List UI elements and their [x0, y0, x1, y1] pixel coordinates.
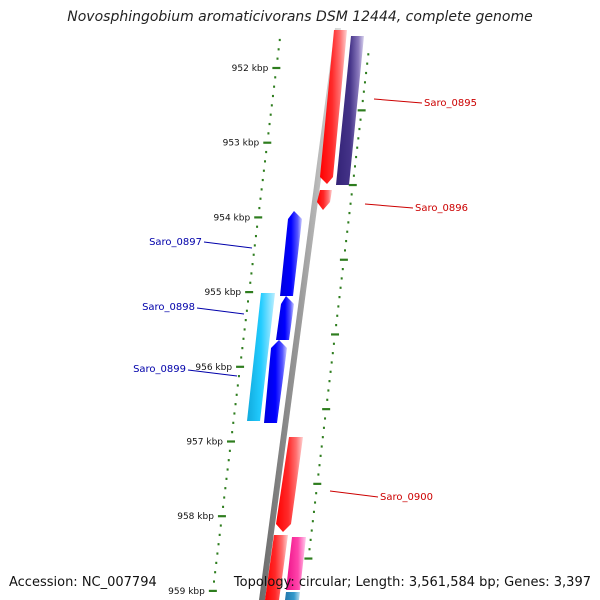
genome-backbone [259, 28, 341, 600]
label-line-saro-0895 [373, 98, 423, 104]
label-line-saro-0896 [364, 203, 414, 209]
kbp-tick-label: 953 kbp [223, 139, 260, 149]
tick-labels: 952 kbp 953 kbp 954 kbp 955 kbp 956 kbp 957 k… [168, 64, 268, 597]
gene-label-saro-0899: Saro_0899 [133, 364, 186, 375]
gene-arrow-steel [285, 592, 300, 600]
gene-arrow-purple [336, 36, 364, 185]
rulers [208, 38, 370, 593]
kbp-tick-label: 959 kbp [168, 587, 205, 597]
gene-arrow-saro-0899 [264, 340, 287, 423]
gene-arrow-saro-0898-blue [276, 296, 294, 340]
kbp-tick-label: 957 kbp [186, 438, 223, 448]
kbp-tick-label: 952 kbp [232, 64, 269, 74]
gene-label-saro-0900: Saro_0900 [380, 492, 433, 503]
gene-arrow-saro-0898-cyan [247, 293, 275, 421]
gene-label-saro-0895: Saro_0895 [424, 98, 477, 109]
kbp-tick-label: 956 kbp [195, 363, 232, 373]
label-line-saro-0898 [196, 307, 245, 315]
gene-arrow-pink [286, 537, 306, 590]
gene-label-saro-0896: Saro_0896 [415, 203, 468, 214]
kbp-tick-label: 958 kbp [177, 512, 214, 522]
gene-arrow-saro-0897 [280, 211, 302, 296]
label-line-saro-0900 [329, 490, 379, 498]
gene-arrow-saro-0900 [276, 437, 303, 532]
label-line-saro-0899 [187, 369, 238, 377]
genome-title: Novosphingobium aromaticivorans DSM 1244… [67, 9, 533, 25]
gene-arrow-saro-0895 [320, 30, 347, 184]
gene-arrow-red-bottom [265, 535, 288, 600]
label-line-saro-0897 [203, 241, 253, 249]
kbp-tick-label: 954 kbp [214, 213, 251, 223]
gene-label-saro-0897: Saro_0897 [149, 237, 202, 248]
gene-arrow-saro-0896 [317, 190, 332, 210]
kbp-tick-label: 955 kbp [204, 288, 241, 298]
genome-summary-text: Topology: circular; Length: 3,561,584 bp… [233, 575, 591, 590]
gene-label-saro-0898: Saro_0898 [142, 302, 195, 313]
accession-text: Accession: NC_007794 [9, 575, 157, 590]
